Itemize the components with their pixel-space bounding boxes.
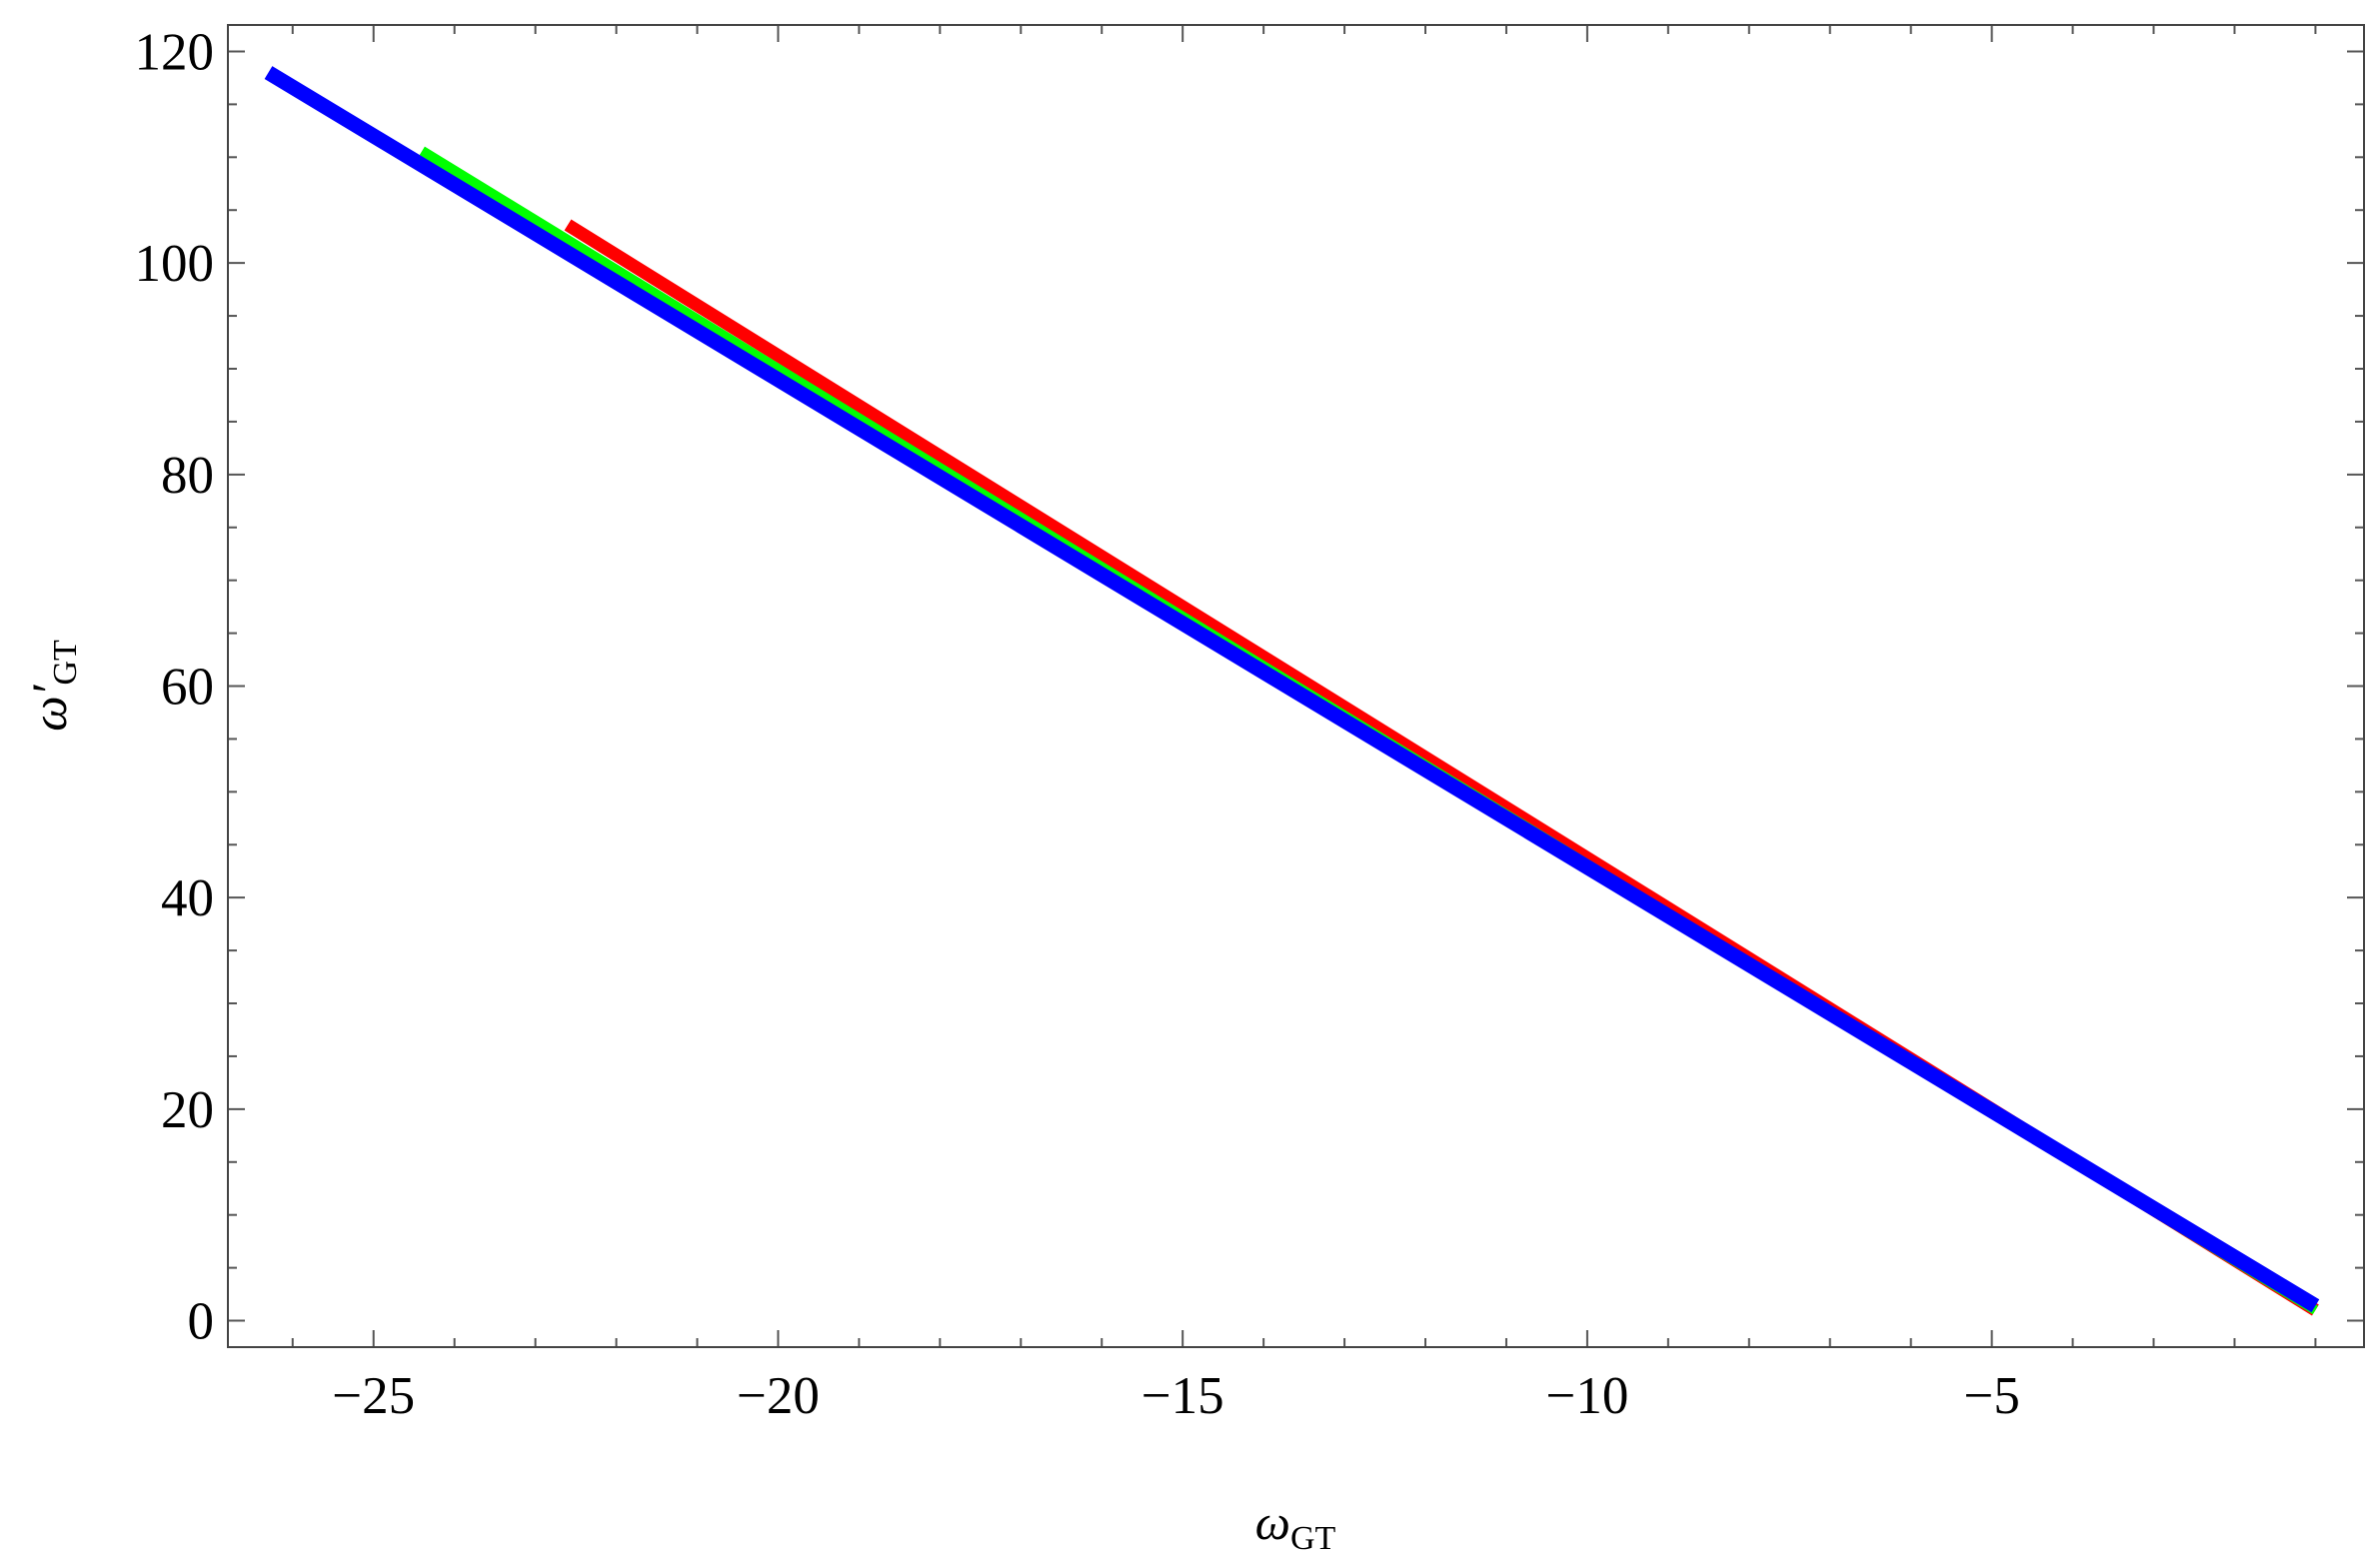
x-tick-label: −15 [1142,1367,1224,1425]
y-axis-title: ω′GT [21,640,84,732]
y-tick-label: 80 [161,447,214,505]
series-layer [264,66,2320,1316]
y-tick-label: 40 [161,869,214,927]
y-tick-label: 60 [161,659,214,717]
y-tick-labels: 0 20 40 60 80 100 120 [135,23,215,1350]
y-axis-title-sub: GT [47,640,84,686]
y-axis-title-main: ω′ [21,684,77,731]
x-tick-labels: −25 −20 −15 −10 −5 [332,1367,2020,1425]
x-axis-title-sub: GT [1290,1520,1336,1557]
plot-frame [227,24,2365,1348]
x-tick-label: −10 [1545,1367,1628,1425]
y-tick-label: 20 [161,1081,214,1139]
x-tick-label: −20 [737,1367,820,1425]
x-tick-label: −5 [1963,1367,2019,1425]
ticks-layer [228,25,2364,1347]
y-tick-label: 0 [188,1293,215,1351]
series-line-3 [264,66,2320,1313]
x-axis-title-main: ω [1255,1494,1290,1550]
y-tick-label: 100 [135,235,215,293]
x-tick-label: −25 [332,1367,415,1425]
y-tick-label: 120 [135,23,215,81]
x-axis-title: ωGT [1255,1494,1336,1557]
